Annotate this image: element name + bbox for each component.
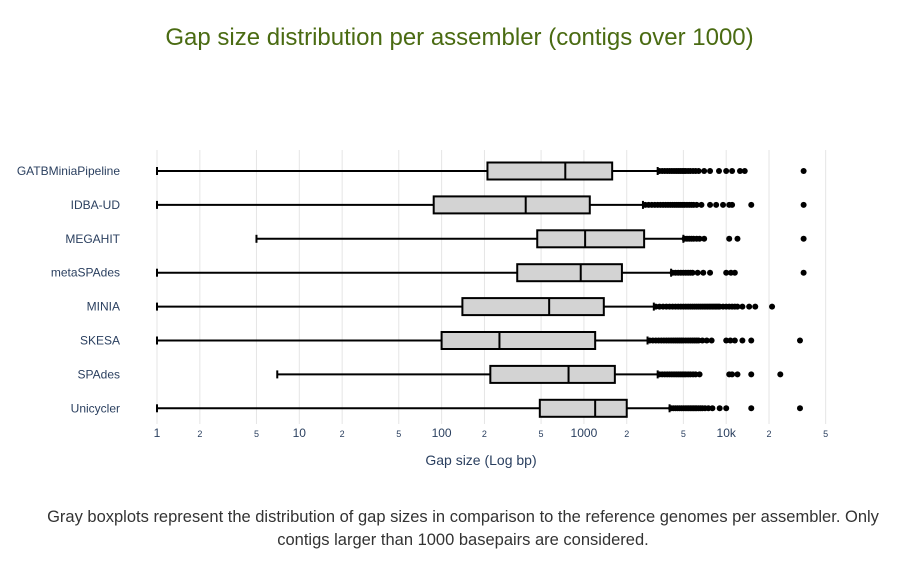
- category-label: MEGAHIT: [65, 232, 120, 246]
- outlier-point: [696, 371, 703, 378]
- x-tick-label: 2: [482, 429, 487, 439]
- box-series: [156, 195, 807, 215]
- outlier-point: [729, 371, 736, 378]
- category-label: metaSPAdes: [51, 266, 120, 280]
- box-series: [156, 161, 807, 181]
- box-iqr: [489, 364, 616, 384]
- outlier-point: [752, 303, 759, 310]
- outlier-point: [739, 303, 746, 310]
- outlier-point: [729, 168, 736, 174]
- outlier-point: [748, 371, 755, 378]
- outlier-point: [748, 201, 755, 208]
- outlier-point: [700, 269, 707, 276]
- x-tick-label: 5: [254, 429, 259, 439]
- outlier-point: [748, 405, 755, 412]
- category-label: MINIA: [87, 300, 120, 314]
- outlier-point: [769, 303, 776, 310]
- x-axis-label: Gap size (Log bp): [425, 452, 536, 468]
- category-label: Unicycler: [71, 401, 120, 415]
- x-tick-label: 2: [197, 429, 202, 439]
- x-tick-label: 100: [432, 426, 452, 440]
- box-layer: [156, 161, 807, 418]
- box-iqr: [536, 229, 646, 249]
- box-series: [156, 398, 803, 418]
- x-tick-label: 2: [624, 429, 629, 439]
- chart-title: Gap size distribution per assembler (con…: [165, 24, 754, 51]
- outlier-point: [800, 235, 807, 242]
- box-iqr: [461, 297, 605, 317]
- x-tick-label: 5: [681, 429, 686, 439]
- outlier-point: [748, 337, 755, 344]
- outlier-point: [800, 168, 807, 174]
- outlier-point: [698, 201, 705, 208]
- outlier-point: [703, 337, 710, 344]
- outlier-point: [736, 168, 743, 174]
- outlier-point: [796, 405, 803, 412]
- outlier-point: [701, 168, 708, 174]
- outlier-point: [731, 337, 738, 344]
- outlier-point: [739, 337, 746, 344]
- x-tick-label: 5: [396, 429, 401, 439]
- outlier-point: [734, 371, 741, 378]
- outlier-point: [716, 405, 723, 412]
- box-series: [156, 331, 803, 350]
- x-tick-label: 10k: [717, 426, 737, 440]
- outlier-point: [701, 235, 708, 242]
- outlier-point: [800, 201, 807, 208]
- boxplot-chart: GATBMiniaPipeline IDBA-UD MEGAHIT metaSPAde…: [17, 150, 829, 468]
- outlier-point: [723, 405, 730, 412]
- outlier-point: [695, 168, 702, 174]
- outlier-point: [694, 269, 701, 276]
- category-label: SKESA: [80, 334, 120, 348]
- category-label: GATBMiniaPipeline: [17, 164, 120, 178]
- outlier-point: [713, 201, 720, 208]
- outlier-point: [689, 269, 696, 276]
- x-tick-label: 2: [340, 429, 345, 439]
- outlier-point: [696, 235, 703, 242]
- outlier-point: [723, 337, 730, 344]
- outlier-point: [777, 371, 784, 378]
- x-tick-labels: 1 2 5 10 2 5 100 2 5 1000 2 5 10k 2 5: [154, 426, 829, 440]
- category-label: IDBA-UD: [71, 198, 121, 212]
- outlier-point: [708, 337, 715, 344]
- box-series: [276, 364, 784, 384]
- box-series: [156, 297, 776, 317]
- outlier-point: [727, 337, 734, 344]
- category-label: SPAdes: [78, 367, 120, 381]
- box-iqr: [440, 331, 597, 350]
- chart-caption: Gray boxplots represent the distribution…: [47, 508, 879, 549]
- outlier-point: [734, 303, 741, 310]
- outlier-point: [720, 201, 727, 208]
- outlier-point: [746, 303, 753, 310]
- category-labels: GATBMiniaPipeline IDBA-UD MEGAHIT metaSPAde…: [17, 164, 121, 415]
- outlier-point: [707, 269, 714, 276]
- outlier-point: [693, 201, 700, 208]
- box-series: [255, 229, 807, 249]
- x-tick-label: 10: [293, 426, 307, 440]
- box-iqr: [432, 195, 591, 215]
- outlier-point: [726, 235, 733, 242]
- outlier-point: [707, 201, 714, 208]
- outlier-point: [723, 269, 730, 276]
- x-tick-label: 2: [767, 429, 772, 439]
- box-series: [156, 263, 807, 283]
- outlier-point: [800, 269, 807, 276]
- box-iqr: [516, 263, 623, 283]
- x-tick-label: 1000: [571, 426, 598, 440]
- outlier-point: [734, 235, 741, 242]
- box-iqr: [486, 161, 614, 181]
- x-tick-label: 1: [154, 426, 161, 440]
- box-iqr: [538, 398, 628, 418]
- x-tick-label: 5: [539, 429, 544, 439]
- outlier-point: [699, 337, 706, 344]
- outlier-point: [709, 405, 716, 412]
- outlier-point: [715, 168, 722, 174]
- outlier-point: [707, 168, 714, 174]
- x-tick-label: 5: [823, 429, 828, 439]
- outlier-point: [741, 168, 748, 174]
- outlier-point: [723, 168, 730, 174]
- outlier-point: [796, 337, 803, 344]
- outlier-point: [731, 269, 738, 276]
- outlier-point: [729, 201, 736, 208]
